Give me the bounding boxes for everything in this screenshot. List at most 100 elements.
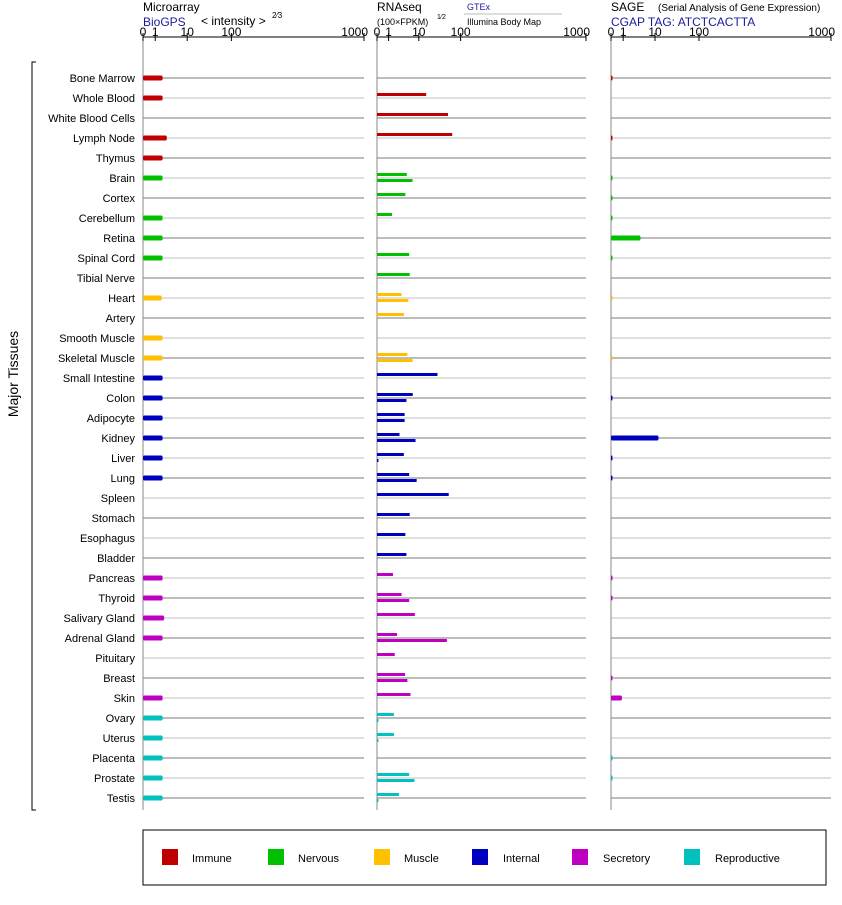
sage-bar-lymph-node: [611, 135, 613, 141]
sage-tick-label-10: 10: [648, 25, 662, 39]
microarray-bar-ovary: [143, 715, 163, 721]
microarray-bar-bone-marrow: [143, 75, 163, 81]
tissue-label-placenta: Placenta: [92, 753, 136, 765]
legend-label-reproductive: Reproductive: [715, 853, 780, 865]
rnaseq-illumina-bar-heart: [377, 299, 409, 302]
rnaseq-gtex-bar-whole-blood: [377, 93, 427, 96]
rnaseq-gtex-bar-esophagus: [377, 533, 406, 536]
rnaseq-illumina-bar-skeletal-muscle: [377, 359, 413, 362]
tissue-label-stomach: Stomach: [92, 513, 135, 525]
tissue-label-pancreas: Pancreas: [89, 573, 136, 585]
microarray-metric-exponent: 2⁄3: [272, 11, 283, 20]
rnaseq-gtex-bar-adrenal-gland: [377, 633, 397, 636]
rnaseq-illumina-bar-ovary: [377, 719, 379, 722]
tissue-label-adrenal-gland: Adrenal Gland: [65, 633, 135, 645]
sage-bar-cerebellum: [611, 215, 613, 221]
microarray-bar-colon: [143, 395, 163, 401]
tissue-label-uterus: Uterus: [103, 733, 136, 745]
microarray-bar-spinal-cord: [143, 255, 163, 261]
microarray-tick-label-1000: 1000: [341, 25, 368, 39]
sage-bar-bone-marrow: [611, 75, 613, 81]
microarray-source: BioGPS: [143, 15, 186, 29]
rnaseq-tick-label-100: 100: [451, 25, 471, 39]
rnaseq-illumina-bar-thyroid: [377, 599, 410, 602]
tissue-label-testis: Testis: [107, 793, 136, 805]
tissue-label-lung: Lung: [111, 473, 135, 485]
rnaseq-title: RNAseq: [377, 0, 422, 14]
tissue-label-skeletal-muscle: Skeletal Muscle: [58, 353, 135, 365]
sage-tick-label-1000: 1000: [808, 25, 835, 39]
rnaseq-gtex-bar-cerebellum: [377, 213, 393, 216]
tissue-label-kidney: Kidney: [101, 433, 135, 445]
rnaseq-source-illumina: Illumina Body Map: [467, 17, 541, 27]
tissue-label-ovary: Ovary: [106, 713, 136, 725]
rnaseq-gtex-bar-cortex: [377, 193, 406, 196]
sage-bar-prostate: [611, 775, 613, 781]
sage-bar-pancreas: [611, 575, 613, 581]
sage-tick-label-1: 1: [620, 25, 627, 39]
tissue-label-adipocyte: Adipocyte: [87, 413, 135, 425]
rnaseq-illumina-bar-lung: [377, 479, 417, 482]
legend-swatch-immune: [162, 849, 178, 865]
legend: Immune Nervous Muscle Internal Secretory Repr…: [162, 849, 780, 865]
tissue-label-spinal-cord: Spinal Cord: [78, 253, 135, 265]
microarray-tick-label-0: 0: [140, 25, 147, 39]
sage-bar-retina: [611, 235, 641, 241]
tissue-label-brain: Brain: [109, 173, 135, 185]
tissue-label-prostate: Prostate: [94, 773, 135, 785]
sage-bar-thyroid: [611, 595, 613, 601]
bars: [143, 75, 659, 802]
microarray-bar-lymph-node: [143, 135, 167, 141]
sage-subtitle: (Serial Analysis of Gene Expression): [658, 3, 820, 14]
legend-label-secretory: Secretory: [603, 853, 651, 865]
rnaseq-illumina-bar-liver: [377, 459, 379, 462]
rnaseq-gtex-bar-spleen: [377, 493, 449, 496]
microarray-bar-brain: [143, 175, 163, 181]
microarray-bar-kidney: [143, 435, 163, 441]
tissue-label-pituitary: Pituitary: [95, 653, 135, 665]
rnaseq-gtex-bar-artery: [377, 313, 404, 316]
tissue-label-cortex: Cortex: [103, 193, 136, 205]
sage-bar-spinal-cord: [611, 255, 613, 261]
tissue-label-smooth-muscle: Smooth Muscle: [59, 333, 135, 345]
legend-label-immune: Immune: [192, 853, 232, 865]
tissue-label-skin: Skin: [114, 693, 135, 705]
rnaseq-gtex-bar-lymph-node: [377, 133, 453, 136]
rnaseq-gtex-bar-colon: [377, 393, 413, 396]
rnaseq-gtex-bar-pancreas: [377, 573, 393, 576]
tissue-labels: Bone Marrow Whole Blood White Blood Cells L…: [48, 73, 136, 805]
sage-bar-cortex: [611, 195, 613, 201]
rnaseq-illumina-bar-prostate: [377, 779, 415, 782]
rnaseq-gtex-bar-skin: [377, 693, 411, 696]
microarray-bar-placenta: [143, 755, 163, 761]
rnaseq-tick-label-10: 10: [412, 25, 426, 39]
microarray-tick-label-1: 1: [152, 25, 159, 39]
rnaseq-gtex-bar-skeletal-muscle: [377, 353, 408, 356]
sage-bar-liver: [611, 455, 613, 461]
tissue-label-heart: Heart: [108, 293, 135, 305]
tissue-label-retina: Retina: [103, 233, 136, 245]
microarray-bar-uterus: [143, 735, 163, 741]
rnaseq-gtex-bar-stomach: [377, 513, 410, 516]
rnaseq-gtex-bar-bladder: [377, 553, 407, 556]
rnaseq-gtex-bar-spinal-cord: [377, 253, 410, 256]
legend-swatch-secretory: [572, 849, 588, 865]
sage-bar-placenta: [611, 755, 613, 761]
sage-bar-colon: [611, 395, 613, 401]
rnaseq-gtex-bar-salivary-gland: [377, 613, 415, 616]
tissue-label-lymph-node: Lymph Node: [73, 133, 135, 145]
y-axis-bracket: [31, 61, 36, 811]
rnaseq-gtex-bar-breast: [377, 673, 406, 676]
sage-bar-skeletal-muscle: [611, 355, 613, 361]
microarray-bar-salivary-gland: [143, 615, 165, 621]
rnaseq-illumina-bar-kidney: [377, 439, 416, 442]
microarray-bar-testis: [143, 795, 163, 801]
microarray-bar-prostate: [143, 775, 163, 781]
microarray-bar-skin: [143, 695, 163, 701]
tissue-label-cerebellum: Cerebellum: [79, 213, 135, 225]
rnaseq-gtex-bar-adipocyte: [377, 413, 405, 416]
microarray-tick-label-100: 100: [221, 25, 241, 39]
microarray-bar-thymus: [143, 155, 163, 161]
